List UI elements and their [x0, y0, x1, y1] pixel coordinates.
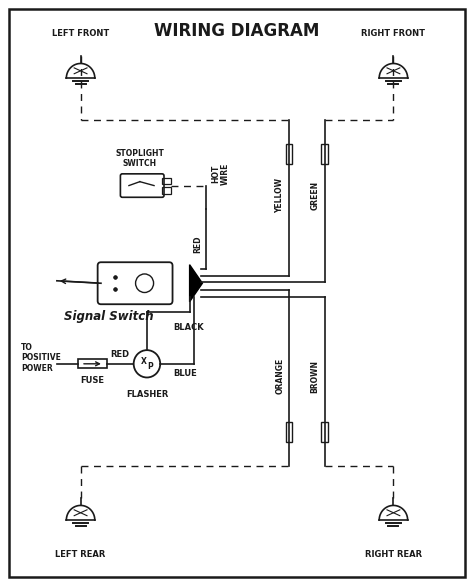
- Text: TO
POSITIVE
POWER: TO POSITIVE POWER: [21, 343, 61, 373]
- Text: YELLOW: YELLOW: [275, 178, 284, 213]
- Text: RED: RED: [110, 350, 129, 359]
- FancyBboxPatch shape: [78, 359, 107, 368]
- FancyBboxPatch shape: [98, 263, 173, 304]
- Text: P: P: [147, 362, 153, 371]
- Text: Signal Switch: Signal Switch: [64, 310, 154, 323]
- Text: BLUE: BLUE: [173, 369, 197, 378]
- Text: LEFT REAR: LEFT REAR: [55, 550, 106, 560]
- Text: BLACK: BLACK: [173, 323, 204, 332]
- Text: WIRE: WIRE: [221, 162, 229, 185]
- Text: RED: RED: [194, 236, 202, 253]
- Text: GREEN: GREEN: [311, 180, 319, 210]
- Text: ORANGE: ORANGE: [275, 358, 284, 394]
- Text: RIGHT FRONT: RIGHT FRONT: [361, 29, 426, 38]
- Text: FLASHER: FLASHER: [126, 390, 168, 399]
- Text: X: X: [141, 357, 147, 366]
- Circle shape: [134, 350, 160, 377]
- Text: BROWN: BROWN: [311, 360, 319, 393]
- Polygon shape: [190, 265, 202, 302]
- Text: LEFT FRONT: LEFT FRONT: [52, 29, 109, 38]
- Text: RIGHT REAR: RIGHT REAR: [365, 550, 422, 560]
- Text: FUSE: FUSE: [81, 376, 104, 385]
- Text: WIRING DIAGRAM: WIRING DIAGRAM: [155, 22, 319, 40]
- FancyBboxPatch shape: [120, 174, 164, 197]
- Text: STOPLIGHT
SWITCH: STOPLIGHT SWITCH: [115, 149, 164, 168]
- Text: HOT: HOT: [211, 164, 220, 183]
